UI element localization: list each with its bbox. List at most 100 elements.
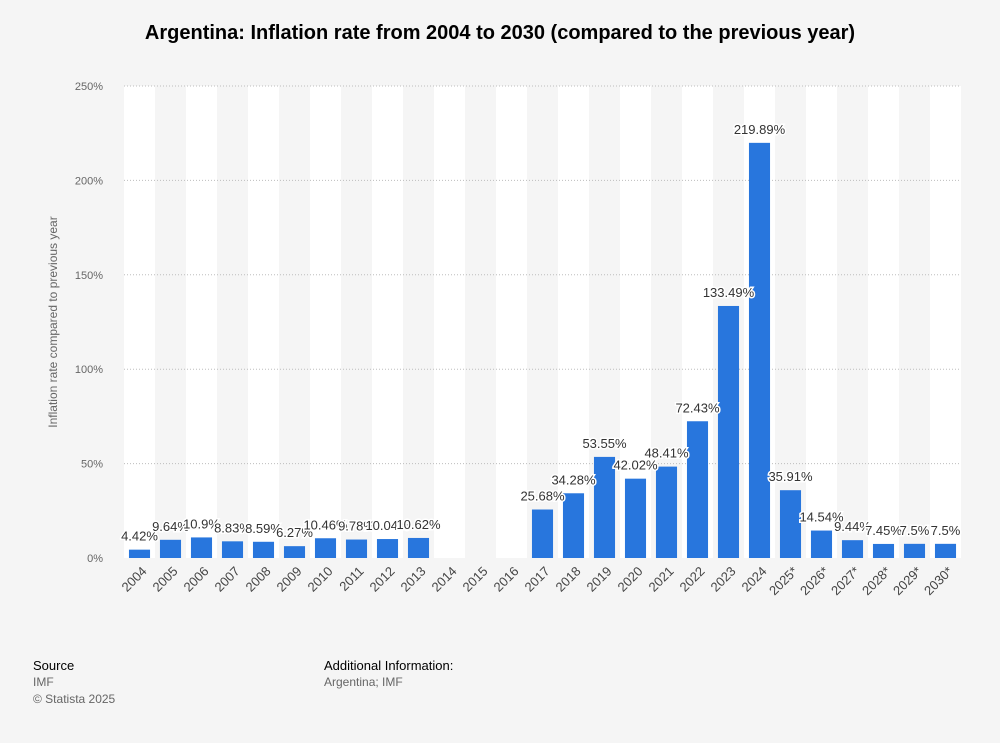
column-band xyxy=(434,86,465,558)
column-band xyxy=(496,86,527,558)
x-tick-label: 2027* xyxy=(828,564,863,599)
x-tick-label: 2011 xyxy=(336,564,366,594)
data-label: 34.28% xyxy=(551,472,596,487)
bar xyxy=(128,549,151,558)
bar xyxy=(748,142,771,558)
bar xyxy=(655,466,678,558)
bar xyxy=(593,456,616,558)
data-label: 219.89% xyxy=(734,122,786,137)
data-label: 9.64% xyxy=(152,519,189,534)
bar xyxy=(562,493,585,558)
additional-text: Argentina; IMF xyxy=(324,675,403,689)
x-tick-label: 2019 xyxy=(584,564,615,595)
column-band xyxy=(217,86,248,558)
column-band xyxy=(899,86,930,558)
x-tick-label: 2004 xyxy=(119,564,150,595)
data-label: 7.5% xyxy=(900,523,930,538)
bar xyxy=(314,538,337,558)
column-band xyxy=(527,86,558,558)
bar xyxy=(717,305,740,558)
data-label: 8.83% xyxy=(214,520,251,535)
data-label: 6.27% xyxy=(276,525,313,540)
chart-title: Argentina: Inflation rate from 2004 to 2… xyxy=(144,22,856,44)
x-tick-label: 2008 xyxy=(243,564,274,595)
data-label: 9.44% xyxy=(834,519,871,534)
x-tick-label: 2013 xyxy=(398,564,429,595)
x-tick-label: 2022 xyxy=(677,564,708,595)
data-labels: 4.42%9.64%10.9%8.83%8.59%6.27%10.46%9.78… xyxy=(120,120,963,545)
bar xyxy=(345,539,368,558)
x-tick-label: 2021 xyxy=(646,564,677,595)
x-tick-label: 2026* xyxy=(797,564,832,599)
bar xyxy=(407,537,430,558)
column-band xyxy=(155,86,186,558)
column-band xyxy=(186,86,217,558)
bar xyxy=(841,540,864,558)
data-label: 14.54% xyxy=(799,510,844,525)
bar xyxy=(221,541,244,558)
column-band xyxy=(868,86,899,558)
y-tick-label: 50% xyxy=(81,459,103,471)
x-tick-label: 2014 xyxy=(429,564,460,595)
column-band xyxy=(124,86,155,558)
data-label: 72.43% xyxy=(675,400,720,415)
data-label: 10.04% xyxy=(365,518,410,533)
bar xyxy=(283,546,306,558)
source-name: IMF xyxy=(33,675,54,689)
bar xyxy=(531,509,554,558)
x-tick-label: 2020 xyxy=(615,564,646,595)
y-tick-label: 200% xyxy=(75,175,103,187)
column-band xyxy=(558,86,589,558)
x-tick-label: 2005 xyxy=(150,564,181,595)
x-tick-label: 2012 xyxy=(367,564,398,595)
x-axis-ticks: 2004 2005 2006 2007 2008 2009 2010 2011 2012 2013… xyxy=(119,564,956,599)
bar xyxy=(376,539,399,558)
x-tick-label: 2030* xyxy=(921,564,956,599)
x-tick-label: 2009 xyxy=(274,564,305,595)
column-band xyxy=(465,86,496,558)
column-band xyxy=(248,86,279,558)
data-label: 133.49% xyxy=(703,285,755,300)
data-label: 7.45% xyxy=(865,523,902,538)
bar-chart: 0% 50% 100% 150% 200% 250% 4.42%9.64%10.9%8.8… xyxy=(46,81,963,599)
bar xyxy=(190,537,213,558)
x-tick-label: 2010 xyxy=(305,564,336,595)
x-tick-label: 2006 xyxy=(181,564,212,595)
bar xyxy=(872,543,895,558)
y-axis-ticks: 0% 50% 100% 150% 200% 250% xyxy=(75,81,103,565)
x-tick-label: 2015 xyxy=(460,564,491,595)
bar xyxy=(903,543,926,558)
bar xyxy=(779,490,802,558)
column-band xyxy=(403,86,434,558)
column-band xyxy=(775,86,806,558)
data-label: 25.68% xyxy=(520,489,565,504)
bar xyxy=(810,530,833,558)
column-band xyxy=(837,86,868,558)
column-band xyxy=(310,86,341,558)
data-label: 7.5% xyxy=(931,523,961,538)
data-label: 48.41% xyxy=(644,446,689,461)
bar xyxy=(252,541,275,558)
y-tick-label: 100% xyxy=(75,364,103,376)
y-tick-label: 150% xyxy=(75,270,103,282)
copyright: © Statista 2025 xyxy=(33,692,116,706)
source-heading: Source xyxy=(33,658,75,673)
data-label: 4.42% xyxy=(121,529,158,544)
bar xyxy=(934,543,957,558)
x-tick-label: 2016 xyxy=(491,564,522,595)
y-tick-label: 0% xyxy=(87,553,103,565)
column-band xyxy=(930,86,961,558)
x-tick-label: 2007 xyxy=(212,564,243,595)
data-label: 8.59% xyxy=(245,521,282,536)
x-tick-label: 2029* xyxy=(890,564,925,599)
column-band xyxy=(806,86,837,558)
column-band xyxy=(372,86,403,558)
data-label: 10.9% xyxy=(183,516,220,531)
bars xyxy=(128,142,957,558)
data-label: 10.46% xyxy=(303,517,348,532)
bar xyxy=(686,421,709,558)
x-tick-label: 2023 xyxy=(708,564,739,595)
x-tick-label: 2024 xyxy=(739,564,770,595)
y-axis-label: Inflation rate compared to previous year xyxy=(46,216,60,427)
data-label: 53.55% xyxy=(582,436,627,451)
